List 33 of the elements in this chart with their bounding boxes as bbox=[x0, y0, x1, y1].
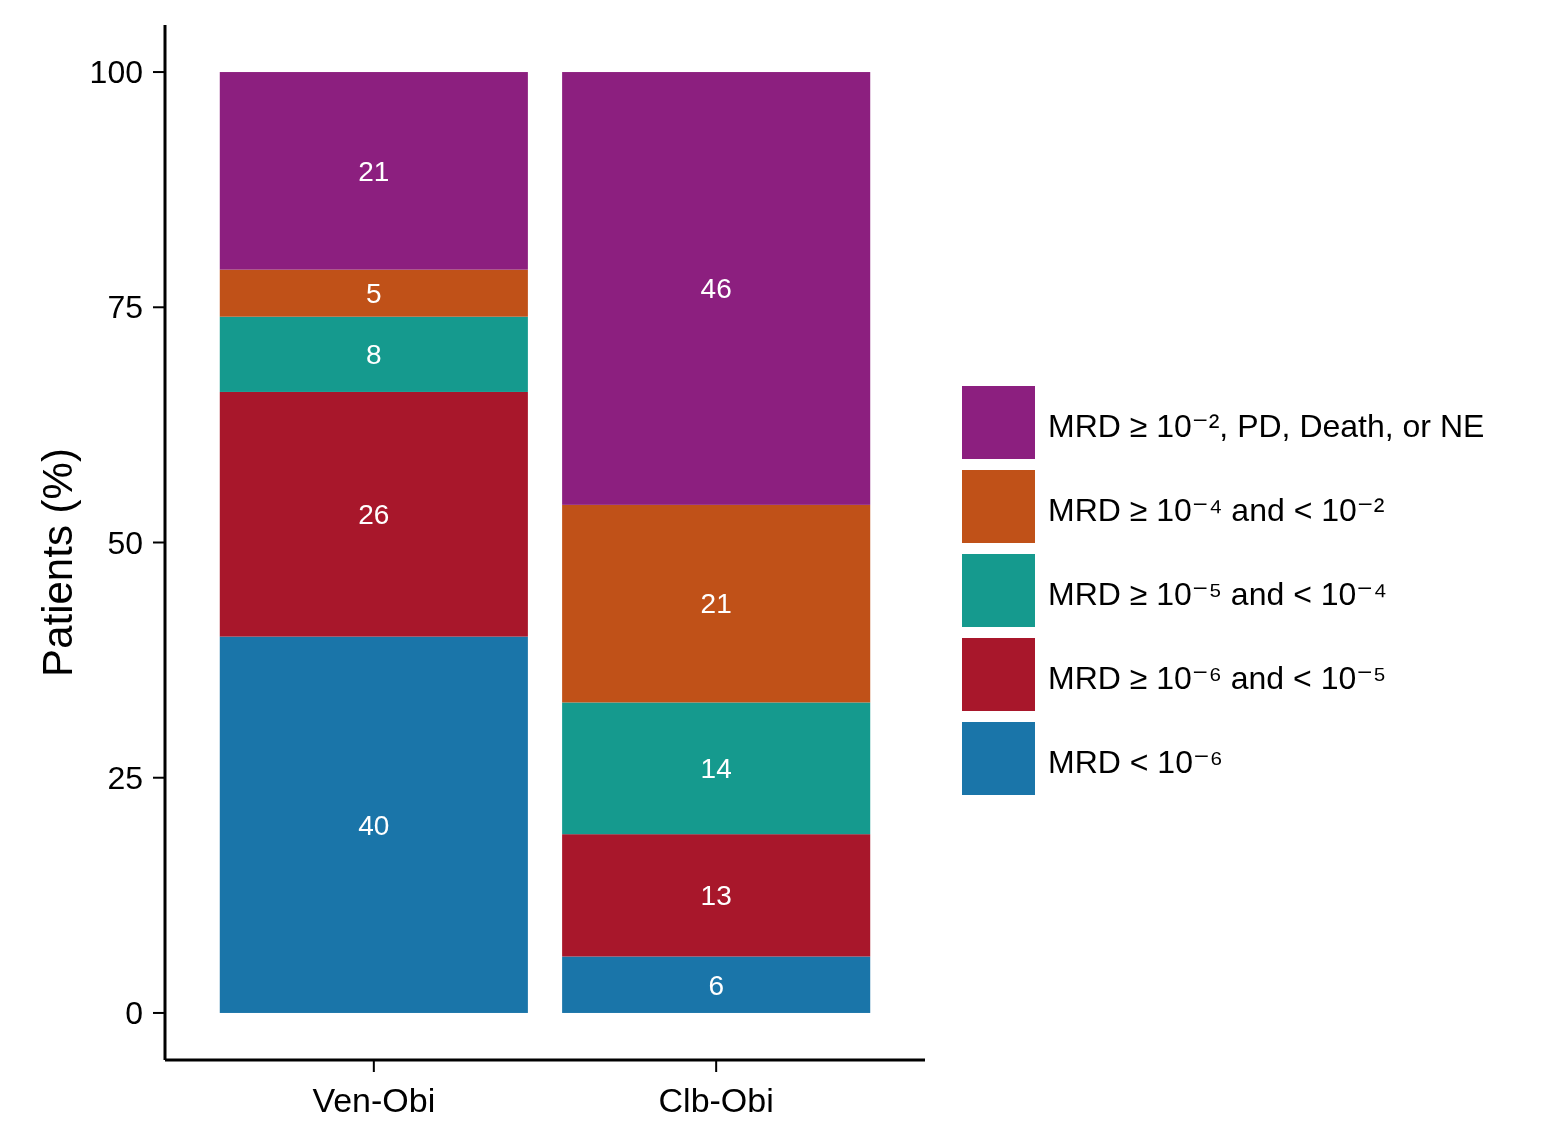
bar bbox=[562, 834, 871, 957]
data-label: 21 bbox=[358, 155, 390, 187]
bar bbox=[219, 269, 528, 317]
bar bbox=[219, 636, 528, 1013]
y-tick-label: 75 bbox=[107, 289, 143, 326]
data-label: 5 bbox=[366, 277, 382, 309]
y-tick-label: 25 bbox=[107, 759, 143, 796]
y-axis-title: Patients (%) bbox=[34, 448, 81, 677]
y-tick-label: 100 bbox=[89, 54, 143, 91]
legend-label: MRD ≥ 10⁻⁵ and < 10⁻⁴ bbox=[1048, 576, 1387, 613]
legend-label: MRD ≥ 10⁻⁴ and < 10⁻² bbox=[1048, 492, 1385, 529]
legend-label: MRD ≥ 10⁻², PD, Death, or NE bbox=[1048, 408, 1485, 445]
legend-label: MRD < 10⁻⁶ bbox=[1048, 744, 1223, 781]
x-tick-label: Clb-Obi bbox=[658, 1081, 774, 1119]
data-label: 21 bbox=[700, 588, 732, 620]
bar bbox=[219, 72, 528, 270]
y-tick-label: 0 bbox=[125, 995, 143, 1032]
x-tick-label: Ven-Obi bbox=[312, 1081, 436, 1119]
bar bbox=[562, 702, 871, 835]
data-label: 14 bbox=[700, 753, 732, 785]
bar bbox=[562, 956, 871, 1013]
data-label: 6 bbox=[708, 969, 724, 1001]
data-label: 13 bbox=[700, 880, 732, 912]
data-label: 40 bbox=[358, 809, 390, 841]
bar bbox=[219, 316, 528, 392]
data-label: 26 bbox=[358, 499, 390, 531]
y-tick-label: 50 bbox=[107, 524, 143, 561]
data-label: 46 bbox=[700, 273, 732, 305]
data-label: 8 bbox=[366, 339, 382, 371]
bar bbox=[562, 504, 871, 703]
bar bbox=[562, 72, 871, 505]
bar bbox=[219, 391, 528, 637]
legend-label: MRD ≥ 10⁻⁶ and < 10⁻⁵ bbox=[1048, 660, 1387, 697]
